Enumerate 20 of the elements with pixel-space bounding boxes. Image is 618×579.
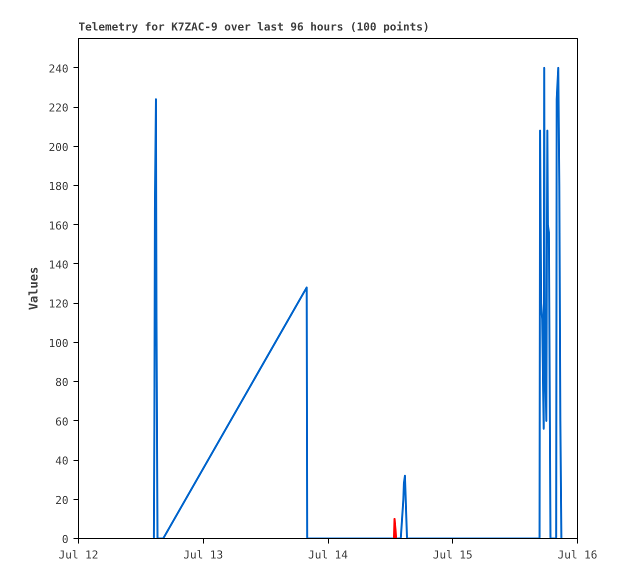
y-tick-label: 80 xyxy=(55,376,69,390)
y-tick-label: 140 xyxy=(48,258,69,272)
y-tick-label: 160 xyxy=(48,219,69,232)
x-tick-label: Jul 15 xyxy=(432,548,473,562)
x-tick-label: Jul 13 xyxy=(183,548,224,562)
y-tick-label: 240 xyxy=(48,62,69,76)
y-tick-label: 20 xyxy=(55,494,69,507)
y-tick-label: 200 xyxy=(48,140,69,154)
x-tick-label: Jul 14 xyxy=(308,548,348,562)
y-tick-label: 0 xyxy=(62,533,68,546)
y-tick-label: 100 xyxy=(48,336,69,350)
y-tick-label: 180 xyxy=(48,180,69,194)
y-tick-label: 40 xyxy=(55,454,69,468)
y-tick-label: 120 xyxy=(48,298,69,311)
x-tick-label: Jul 12 xyxy=(58,548,98,562)
y-tick-label: 60 xyxy=(55,415,69,428)
chart-title: Telemetry for K7ZAC-9 over last 96 hours (100 points) xyxy=(78,20,430,34)
y-axis-title: Values xyxy=(26,266,41,310)
y-tick-label: 220 xyxy=(48,102,69,115)
x-tick-label: Jul 16 xyxy=(558,548,598,562)
